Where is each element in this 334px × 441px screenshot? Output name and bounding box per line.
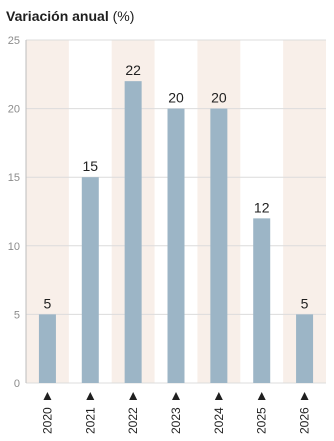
x-tick-label: 2024 — [212, 407, 226, 434]
bar — [253, 218, 271, 383]
triangle-up-icon — [43, 392, 52, 400]
bar — [210, 108, 228, 383]
chart-title-main: Variación anual — [6, 8, 109, 24]
x-tick-label: 2023 — [169, 407, 183, 434]
x-tick-label: 2026 — [298, 407, 312, 434]
y-tick-label: 25 — [8, 35, 20, 47]
triangle-up-icon — [300, 392, 309, 400]
bar — [167, 108, 185, 383]
x-tick-label: 2025 — [255, 407, 269, 434]
triangle-up-icon — [214, 392, 223, 400]
bar — [296, 314, 314, 383]
chart-title: Variación anual (%) — [6, 8, 134, 24]
data-label: 15 — [82, 158, 98, 174]
y-tick-label: 20 — [8, 104, 20, 116]
data-label: 22 — [125, 62, 141, 78]
triangle-up-icon — [172, 392, 180, 400]
x-tick-label: 2022 — [126, 407, 140, 434]
data-label: 5 — [301, 295, 309, 311]
y-tick-label: 10 — [8, 241, 20, 253]
y-tick-label: 5 — [14, 309, 20, 321]
bar — [81, 177, 99, 383]
x-tick-label: 2021 — [83, 407, 97, 434]
chart-title-unit: (%) — [112, 8, 135, 24]
data-label: 20 — [211, 90, 227, 106]
triangle-up-icon — [129, 392, 138, 400]
data-label: 12 — [254, 199, 270, 215]
data-label: 5 — [44, 295, 52, 311]
data-label: 20 — [168, 90, 184, 106]
triangle-up-icon — [86, 392, 95, 400]
bar — [124, 81, 142, 383]
y-tick-label: 0 — [14, 378, 20, 390]
triangle-up-icon — [257, 392, 266, 400]
x-tick-label: 2020 — [40, 407, 54, 434]
y-tick-label: 15 — [8, 172, 20, 184]
bar — [38, 314, 56, 383]
